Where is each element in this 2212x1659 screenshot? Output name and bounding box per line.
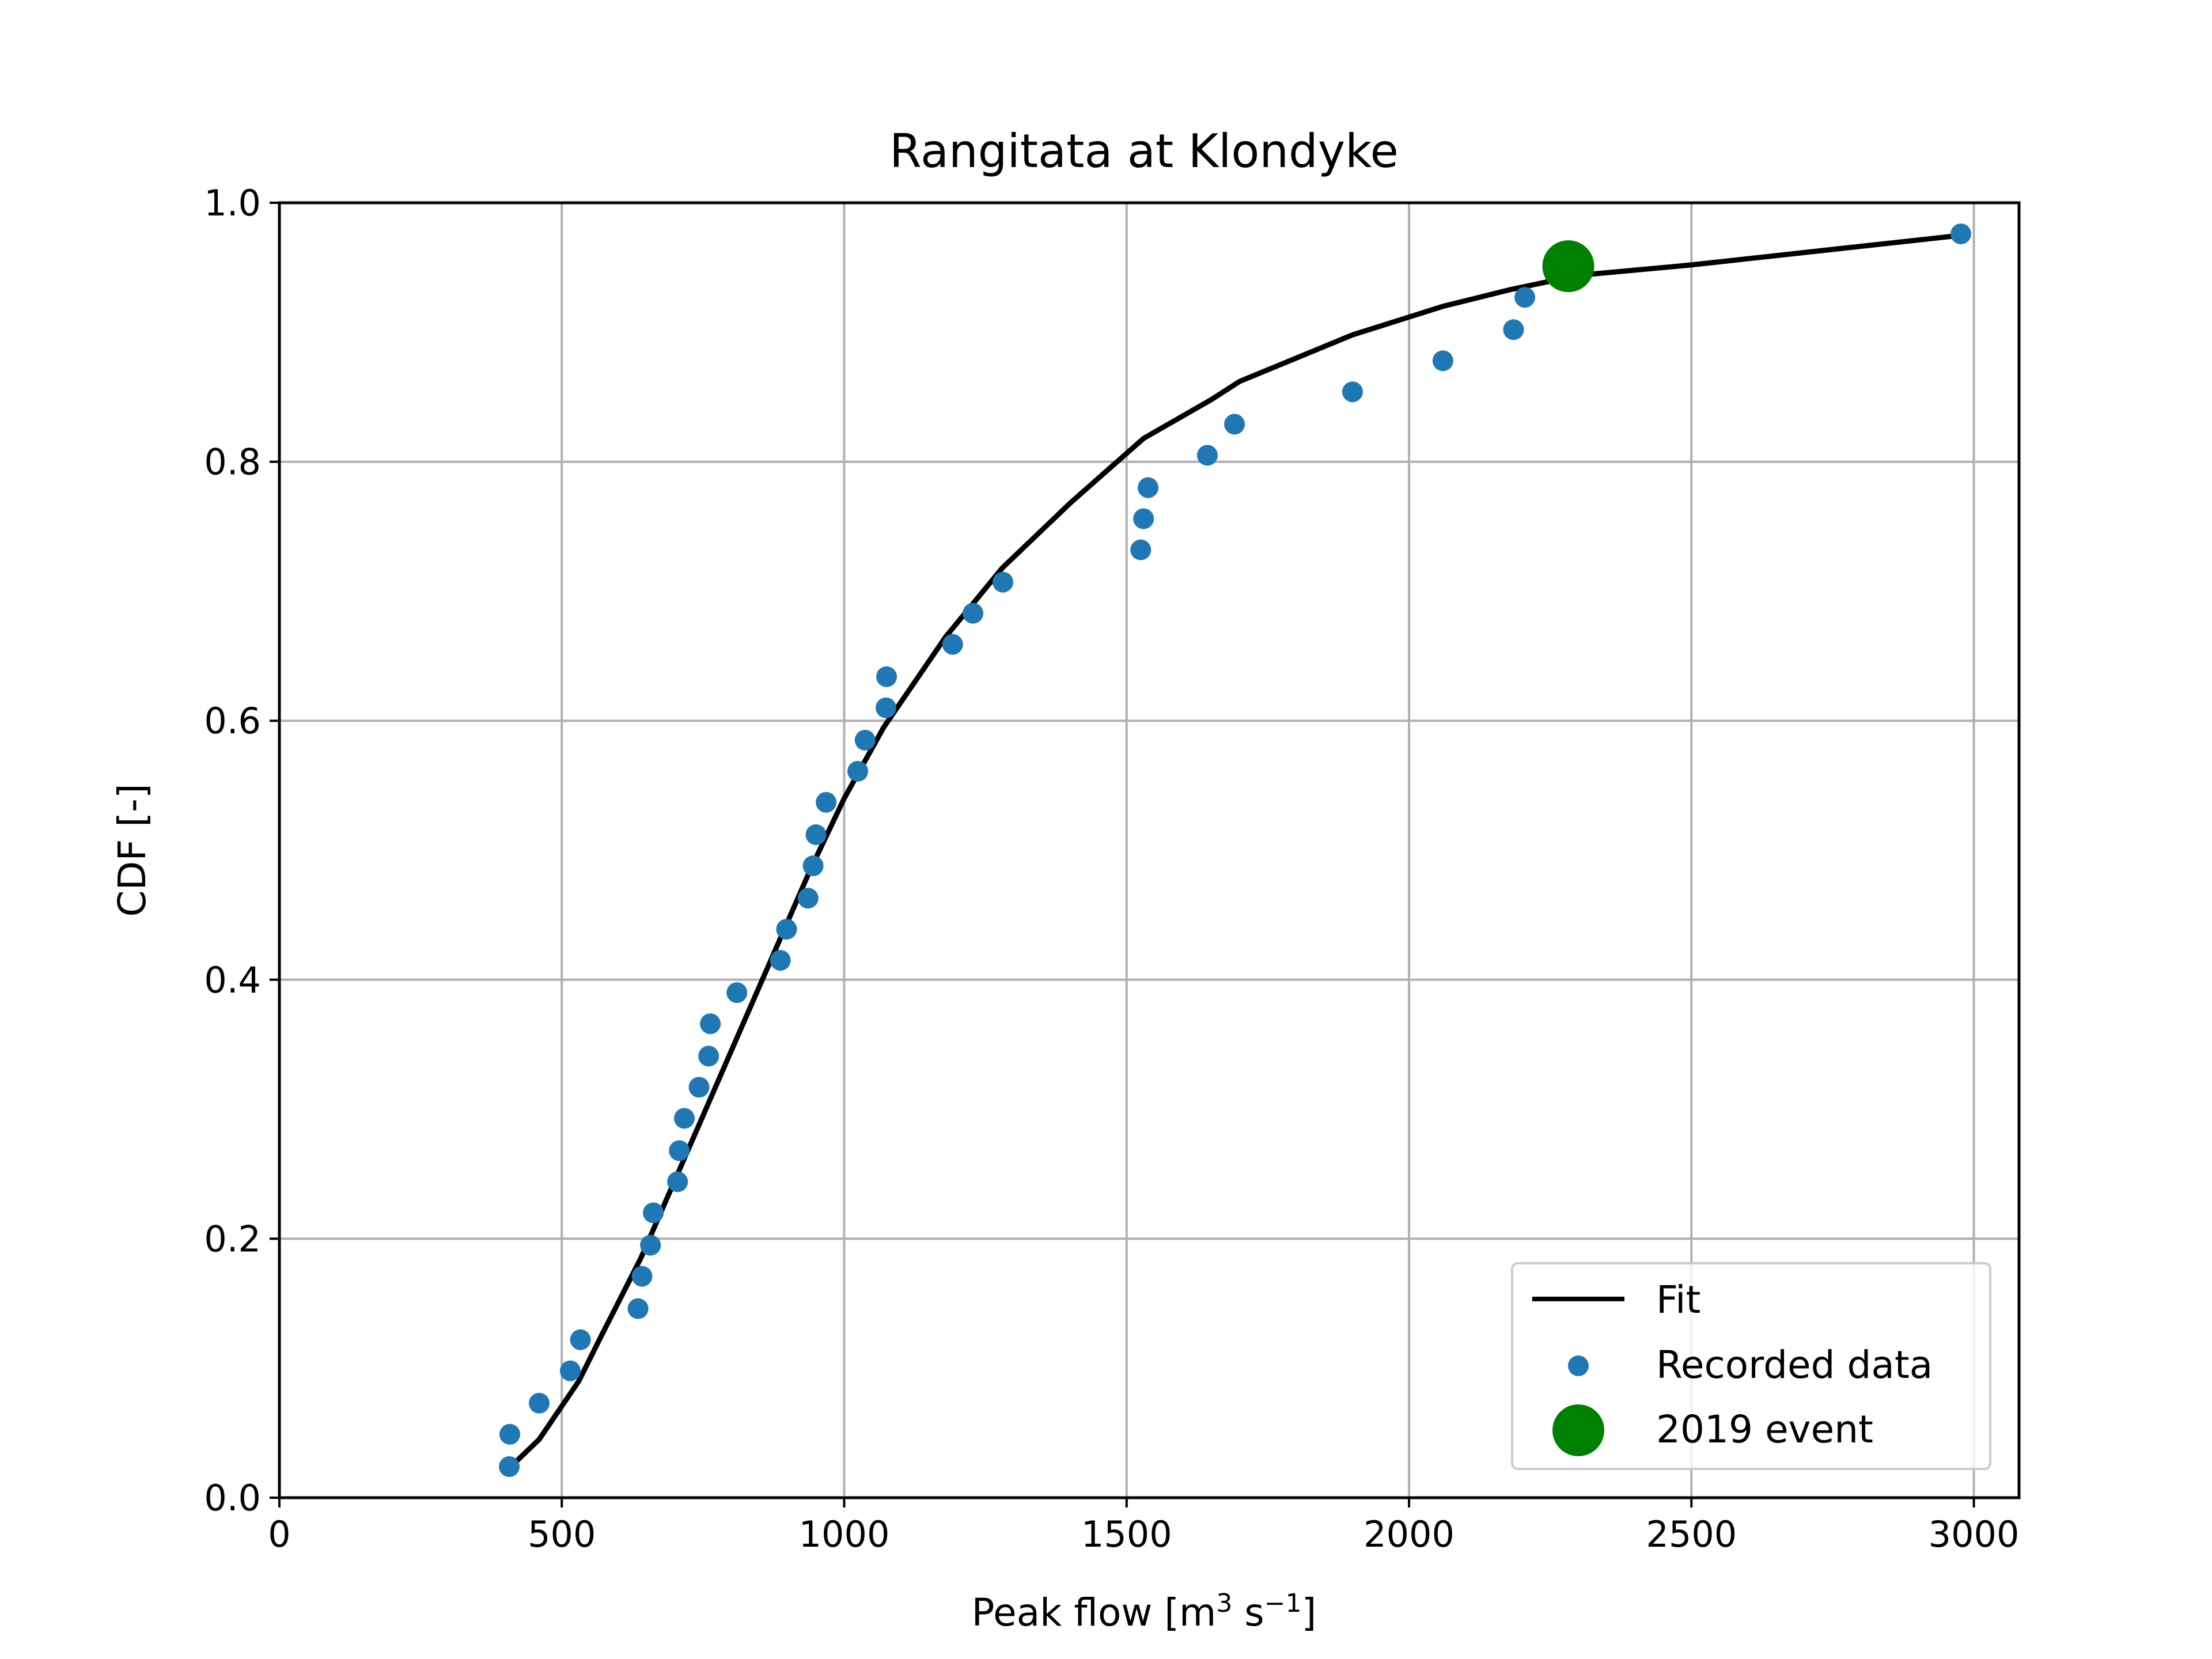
- data-point: [802, 855, 824, 876]
- data-point: [1432, 350, 1453, 372]
- data-point: [963, 603, 984, 624]
- data-point: [499, 1456, 520, 1478]
- data-point: [854, 729, 876, 751]
- data-point: [1503, 319, 1524, 340]
- legend-label-recorded: Recorded data: [1656, 1343, 1933, 1387]
- data-point: [529, 1392, 550, 1414]
- data-point: [627, 1298, 649, 1319]
- legend-label-fit: Fit: [1656, 1278, 1700, 1322]
- x-tick-label: 1000: [799, 1513, 890, 1555]
- data-point: [667, 1171, 688, 1192]
- data-point: [770, 950, 791, 971]
- data-point: [1514, 287, 1536, 308]
- legend-recorded-swatch: [1568, 1355, 1589, 1376]
- y-tick-label: 0.8: [204, 441, 261, 483]
- data-point: [640, 1234, 661, 1256]
- data-point: [1224, 414, 1245, 435]
- legend-box: [1511, 1262, 1991, 1470]
- x-tick-label: 2500: [1646, 1513, 1737, 1555]
- axis-ticks: 0 500 1000 1500 2000 2500 3000 0.0 0.2 0.4 0.6 0.8 1…: [204, 182, 2019, 1555]
- plot-frame: [278, 201, 2021, 1499]
- x-tick-label: 0: [268, 1513, 290, 1555]
- data-point: [700, 1013, 721, 1035]
- data-point: [1130, 539, 1152, 560]
- data-point: [876, 666, 897, 687]
- y-axis-label: CDF [-]: [110, 783, 154, 916]
- data-point: [688, 1077, 710, 1098]
- data-point: [669, 1140, 690, 1161]
- y-tick-label: 0.2: [204, 1218, 261, 1260]
- data-point: [805, 824, 827, 846]
- x-axis-label: Peak flow [m3 s−1]: [972, 1589, 1317, 1635]
- data-point: [876, 697, 897, 718]
- chart-title: Rangitata at Klondyke: [889, 124, 1399, 178]
- data-point: [559, 1360, 581, 1381]
- legend-event-swatch: [1552, 1404, 1604, 1456]
- x-tick-label: 2000: [1363, 1513, 1455, 1555]
- event-series: [1542, 240, 1594, 293]
- data-point: [1950, 223, 1972, 244]
- x-tick-label: 500: [528, 1513, 596, 1555]
- x-tick-label: 1500: [1081, 1513, 1172, 1555]
- y-tick-label: 0.4: [204, 959, 261, 1001]
- data-point: [942, 634, 963, 655]
- data-point: [570, 1329, 591, 1350]
- legend-label-event: 2019 event: [1656, 1407, 1873, 1452]
- y-tick-label: 0.6: [204, 700, 261, 742]
- data-point: [797, 888, 819, 909]
- data-point: [1342, 381, 1363, 403]
- data-point: [1133, 508, 1154, 529]
- recorded-data-series: [499, 223, 1972, 1478]
- data-point: [674, 1108, 695, 1129]
- event-point: [1542, 240, 1594, 293]
- data-point: [1138, 477, 1159, 498]
- y-tick-label: 1.0: [204, 182, 261, 224]
- y-tick-label: 0.0: [204, 1477, 261, 1519]
- data-point: [993, 571, 1014, 593]
- data-point: [726, 982, 748, 1003]
- data-point: [1196, 445, 1218, 466]
- data-point: [643, 1202, 664, 1224]
- data-point: [816, 791, 837, 813]
- data-point: [631, 1266, 653, 1287]
- data-point: [847, 760, 869, 782]
- data-point: [698, 1046, 719, 1067]
- x-tick-label: 3000: [1929, 1513, 2020, 1555]
- data-point: [776, 919, 797, 940]
- legend: Fit Recorded data 2019 event: [1511, 1262, 1991, 1470]
- data-point: [499, 1423, 521, 1445]
